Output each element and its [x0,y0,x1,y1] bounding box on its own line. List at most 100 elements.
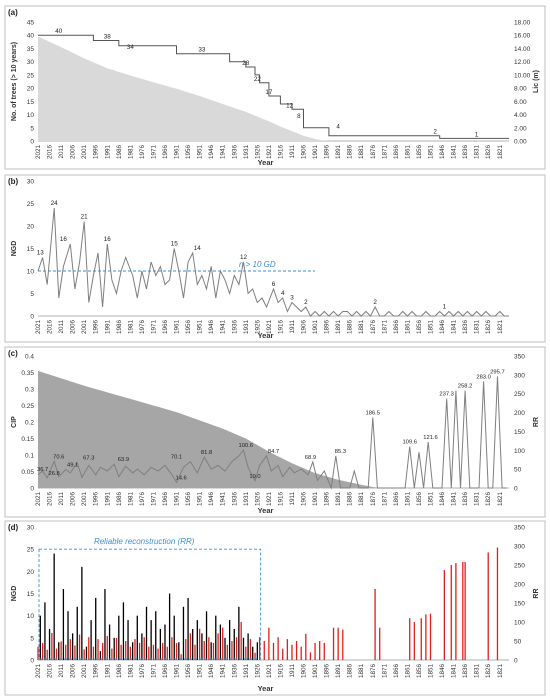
rr-bar [464,561,466,660]
cip-area [38,370,380,488]
rr-bar [198,628,201,660]
x-tick-label: 1946 [208,664,215,679]
panel-label: (a) [8,8,18,17]
x-tick-label: 1986 [116,664,123,679]
data-label: 17 [265,89,273,96]
rr-bar [101,642,104,660]
rr-bar [152,644,155,660]
ngd-bar [90,620,92,660]
x-tick-label: 1986 [116,145,123,160]
x-tick-label: 1891 [335,145,342,160]
ngd-bar [205,611,208,660]
x-tick-label: 1866 [393,664,400,679]
panel-label: (b) [8,177,19,186]
rr-bar [272,642,275,660]
data-label: 12 [286,102,294,109]
rr-bar [263,641,265,660]
y2-tick-label: 300 [514,372,525,379]
data-label: 1 [475,131,479,138]
y2-axis-title: Lic (m) [533,70,540,93]
x-tick-label: 1876 [370,664,377,679]
y-tick-label: 15 [27,246,35,253]
x-tick-label: 1896 [324,492,331,507]
y-tick-label: 0 [30,486,34,493]
x-tick-label: 1946 [208,145,215,160]
x-tick-label: 1891 [335,664,342,679]
y-tick-label: 30 [27,525,35,532]
x-tick-label: 1971 [150,492,157,507]
rr-bar [212,642,215,660]
x-tick-label: 1946 [208,320,215,335]
panel-label: (c) [8,349,18,358]
y2-tick-label: 12.00 [514,59,531,66]
ngd-bar [168,593,171,660]
rr-bar [462,561,464,660]
x-tick-label: 1836 [462,320,469,335]
x-tick-label: 1951 [197,145,204,160]
x-tick-label: 1921 [266,664,273,679]
y2-tick-label: 300 [514,544,525,551]
rr-bar [111,648,113,660]
data-label: 8 [297,113,301,120]
y-tick-label: 0.3 [25,387,34,394]
x-tick-label: 2006 [70,664,77,679]
x-tick-label: 1821 [497,492,504,507]
rr-bar [106,636,108,660]
x-tick-label: 1971 [150,320,157,335]
rr-bar [69,639,71,660]
x-tick-label: 2011 [58,492,65,506]
x-tick-label: 1981 [127,145,134,160]
x-tick-label: 2016 [47,664,54,679]
rr-bar [189,633,192,660]
y2-tick-label: 2.00 [514,125,527,132]
data-label: 33 [198,47,206,54]
y-tick-label: 0.25 [21,403,34,410]
x-tick-label: 1961 [174,320,181,335]
data-label: 14 [194,245,202,252]
x-tick-label: 1841 [451,492,458,507]
x-tick-label: 1826 [485,664,492,679]
trees-step-line [38,34,509,139]
x-tick-label: 2001 [81,320,88,335]
data-label: 70.6 [53,454,64,460]
x-tick-label: 1946 [208,492,215,507]
rr-bar [143,637,145,660]
data-label: 121.6 [423,435,438,441]
x-tick-label: 1876 [370,145,377,160]
x-tick-label: 1931 [243,492,250,507]
x-tick-label: 1866 [393,492,400,507]
x-tick-label: 1971 [150,145,157,160]
x-tick-label: 1991 [104,664,111,679]
ngd-bar [182,606,185,660]
data-label: 4 [336,123,340,130]
y2-tick-label: 0.00 [514,139,527,146]
x-tick-label: 1986 [116,492,123,507]
x-tick-label: 1901 [312,320,319,335]
data-label: 19.0 [249,474,260,480]
rr-bar [258,637,261,660]
y2-tick-label: 14.00 [514,46,531,53]
rr-bar [60,641,62,660]
rr-bar [332,627,335,660]
rr-bar [300,646,302,660]
x-tick-label: 2006 [70,320,77,335]
x-tick-label: 1881 [358,664,365,679]
x-tick-label: 1851 [428,664,435,679]
x-tick-label: 1966 [162,320,169,335]
y-tick-label: 0 [30,314,34,321]
x-tick-label: 1916 [277,320,284,335]
x-tick-label: 1891 [335,320,342,335]
x-tick-label: 1981 [127,320,134,335]
x-tick-label: 1951 [197,664,204,679]
rr-bar [277,637,279,660]
data-label: 21 [81,214,89,221]
y-tick-label: 15 [27,99,35,106]
y-tick-label: 10 [27,112,35,119]
data-label: 63.9 [118,457,129,463]
ngd-bar [238,606,240,660]
x-tick-label: 1941 [220,492,227,507]
x-tick-label: 1931 [243,145,250,160]
y2-tick-label: 100 [514,620,525,627]
x-tick-label: 1996 [93,320,100,335]
x-tick-label: 1966 [162,145,169,160]
